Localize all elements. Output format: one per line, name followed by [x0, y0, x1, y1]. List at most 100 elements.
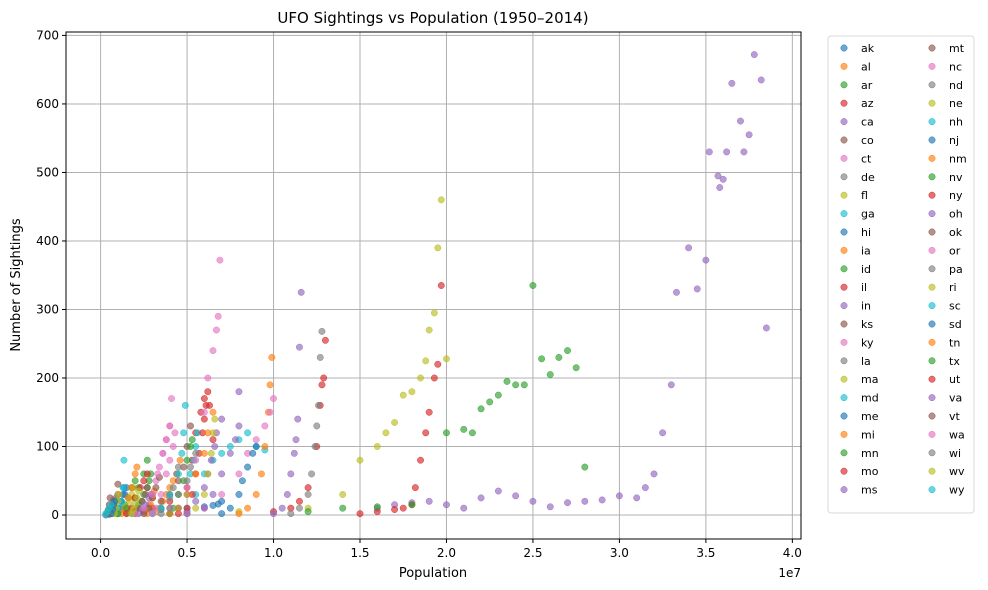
legend-marker: [928, 118, 936, 126]
y-axis-ticks: 0 100 200 300 400 500 600 700: [36, 28, 66, 522]
legend-item-nd: nd: [928, 79, 963, 92]
data-point: [564, 347, 571, 355]
data-point: [316, 353, 324, 361]
legend-label: pa: [949, 263, 963, 276]
data-point: [119, 484, 127, 492]
data-point: [460, 425, 468, 433]
data-point: [287, 470, 295, 478]
data-point: [297, 288, 305, 296]
data-point: [320, 374, 328, 382]
legend-label: al: [861, 60, 871, 73]
legend-marker: [840, 449, 848, 457]
legend-marker: [928, 467, 936, 475]
legend-marker: [928, 228, 936, 236]
data-point: [737, 117, 744, 125]
legend-item-ar: ar: [840, 79, 873, 92]
legend-item-nh: nh: [928, 116, 963, 129]
data-point: [572, 364, 580, 372]
data-point: [290, 449, 298, 457]
series-pa: [287, 327, 326, 518]
data-point: [296, 343, 303, 351]
legend-item-ny: ny: [928, 189, 963, 202]
data-point: [598, 496, 606, 504]
data-point: [131, 477, 139, 485]
x-axis-offset-label: 1e7: [778, 566, 801, 580]
data-point: [443, 501, 450, 509]
legend-item-vt: vt: [928, 410, 961, 423]
data-point: [313, 422, 321, 430]
data-point: [546, 371, 554, 379]
legend-label: vt: [949, 410, 961, 423]
data-point: [430, 309, 438, 317]
data-point: [209, 491, 217, 498]
data-point: [200, 408, 208, 416]
data-point: [181, 401, 189, 409]
legend-label: ne: [949, 97, 963, 110]
data-point: [321, 336, 329, 344]
legend-item-ga: ga: [840, 208, 875, 221]
legend: ak al ar az ca co ct de fl ga hi ia id il in ks ky la ma md…: [827, 35, 975, 514]
legend-item-ct: ct: [840, 152, 872, 165]
data-point: [143, 484, 151, 492]
legend-label: az: [861, 97, 874, 110]
data-point: [261, 443, 269, 450]
data-point: [218, 470, 226, 478]
data-point: [176, 456, 184, 464]
data-point: [180, 429, 188, 437]
data-point: [235, 470, 243, 478]
x-axis-ticks: 0.0 0.5 1.0 1.5 2.0 2.5 3.0 3.5 4.0: [91, 539, 802, 560]
legend-item-wa: wa: [928, 428, 965, 441]
data-point: [204, 429, 212, 437]
legend-label: id: [861, 263, 871, 276]
data-point: [512, 381, 520, 389]
legend-label: ms: [861, 484, 878, 497]
data-point: [124, 494, 132, 502]
data-point: [750, 51, 758, 59]
data-point: [235, 510, 243, 518]
data-point: [249, 449, 257, 457]
legend-marker: [840, 154, 848, 162]
data-point: [192, 470, 200, 478]
data-point: [417, 456, 424, 464]
legend-marker: [928, 430, 936, 438]
data-point: [641, 484, 649, 492]
data-point: [244, 429, 252, 437]
data-point: [443, 355, 450, 363]
data-point: [226, 449, 234, 457]
data-point: [417, 374, 424, 382]
data-point: [157, 497, 165, 505]
legend-marker: [840, 228, 848, 236]
data-point: [422, 429, 430, 437]
data-point: [437, 196, 445, 204]
legend-marker: [840, 320, 848, 328]
data-point: [174, 470, 182, 478]
data-point: [356, 456, 364, 464]
legend-label: ut: [949, 373, 961, 386]
data-point: [318, 381, 326, 389]
data-point: [714, 172, 722, 180]
legend-label: ny: [949, 189, 963, 202]
data-point: [685, 244, 693, 252]
data-point: [218, 497, 226, 505]
legend-item-fl: fl: [840, 189, 868, 202]
legend-marker: [928, 62, 936, 70]
data-point: [244, 504, 252, 512]
legend-label: nd: [949, 79, 963, 92]
data-point: [218, 449, 226, 457]
x-tick-label: 3.5: [696, 546, 715, 560]
series-nc: [183, 395, 277, 518]
data-point: [257, 470, 265, 478]
data-point: [152, 484, 160, 492]
legend-label: mn: [861, 447, 879, 460]
legend-marker: [840, 338, 848, 346]
data-point: [174, 463, 182, 471]
legend-item-ut: ut: [928, 373, 961, 386]
data-point: [512, 492, 520, 500]
legend-marker: [928, 191, 936, 199]
legend-item-mt: mt: [928, 42, 965, 55]
data-point: [443, 429, 450, 437]
grid-lines: [66, 32, 801, 539]
data-point: [252, 443, 260, 450]
data-point: [218, 491, 226, 498]
legend-marker: [928, 394, 936, 402]
